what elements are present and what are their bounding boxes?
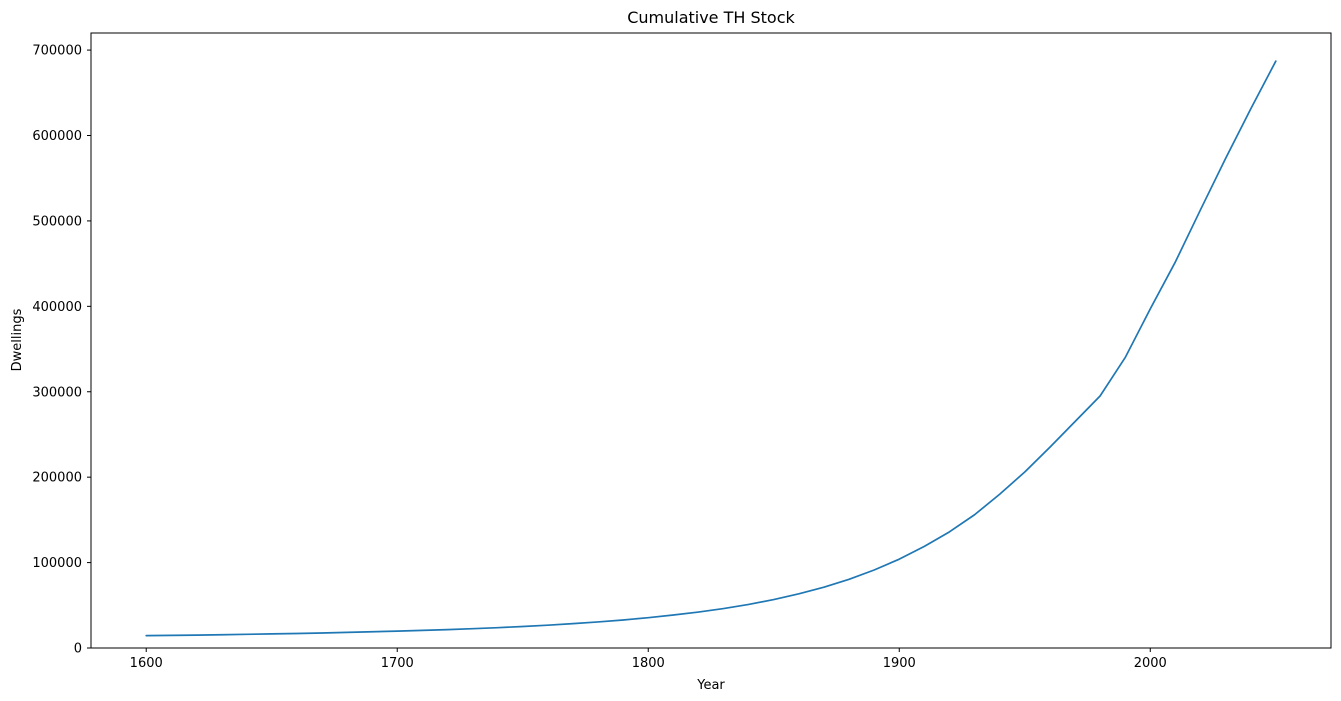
x-tick-label: 1700 <box>381 656 414 671</box>
series-line <box>145 60 1277 637</box>
plot-frame <box>90 32 1332 649</box>
y-tick-label: 500000 <box>32 214 82 229</box>
y-tick-label: 300000 <box>32 385 82 400</box>
x-tick-label: 1800 <box>632 656 665 671</box>
x-tick-label: 1900 <box>883 656 916 671</box>
x-tick-label: 2000 <box>1134 656 1167 671</box>
y-tick-label: 400000 <box>32 300 82 315</box>
chart-title: Cumulative TH Stock <box>627 8 795 27</box>
x-axis-title: Year <box>696 678 725 693</box>
y-tick-label: 700000 <box>32 44 82 59</box>
y-tick-label: 0 <box>74 642 82 657</box>
y-tick-label: 200000 <box>32 471 82 486</box>
x-tick-label: 1600 <box>130 656 163 671</box>
y-tick-label: 100000 <box>32 556 82 571</box>
y-axis-title: Dwellings <box>10 308 25 371</box>
plot-area <box>90 32 1332 649</box>
y-axis: 0 100000 200000 300000 400000 500000 600000 700… <box>32 44 91 657</box>
x-axis: 1600 1700 1800 1900 2000 <box>130 648 1167 671</box>
y-tick-label: 600000 <box>32 129 82 144</box>
